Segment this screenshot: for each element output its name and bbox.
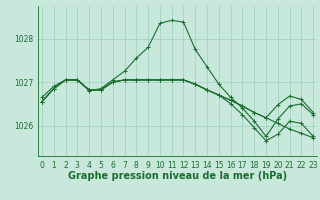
X-axis label: Graphe pression niveau de la mer (hPa): Graphe pression niveau de la mer (hPa) xyxy=(68,171,287,181)
